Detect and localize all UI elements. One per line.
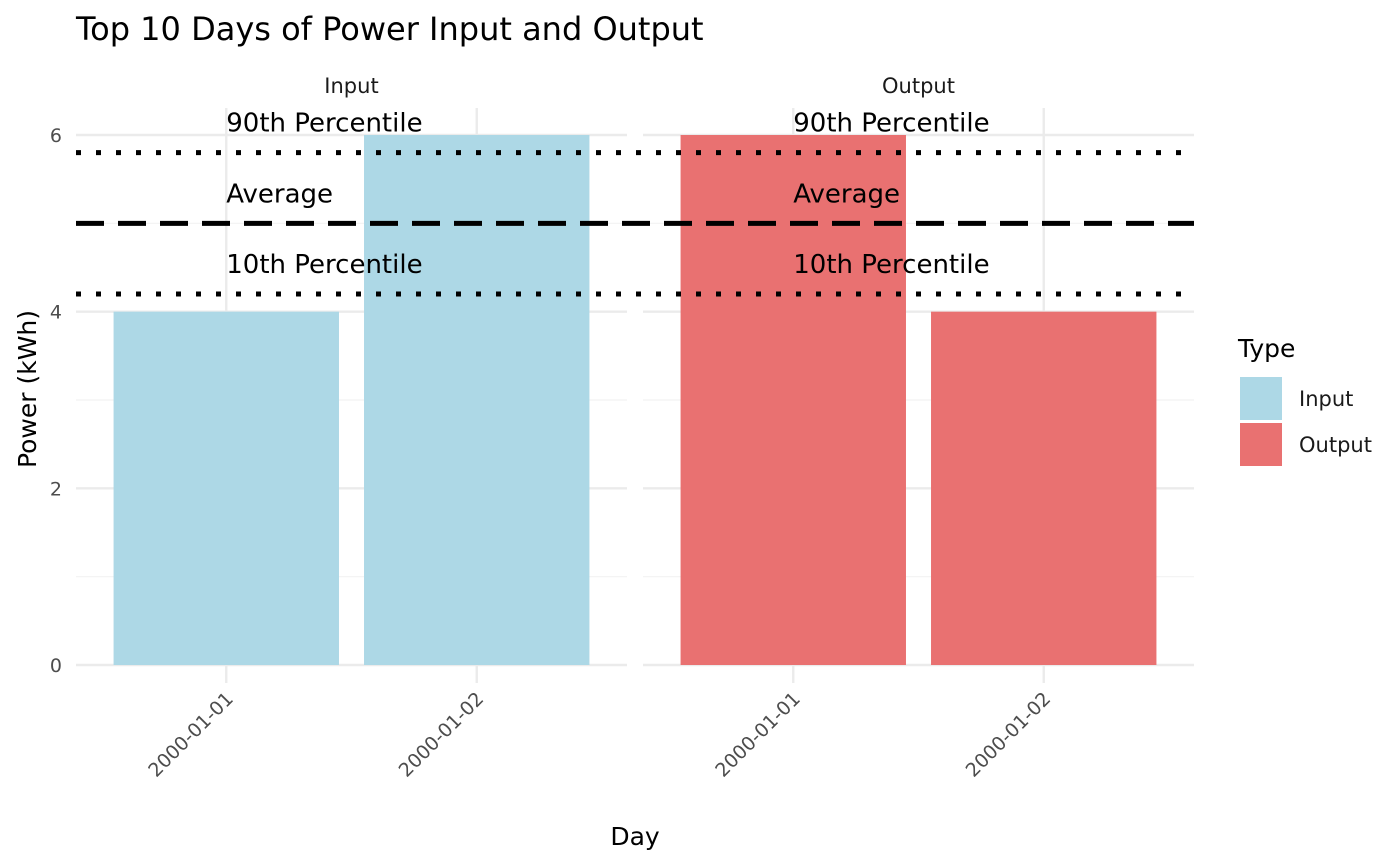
bar-input-2000-01-01 <box>113 311 339 665</box>
reference-line-label: 90th Percentile <box>793 109 989 139</box>
panel-output: Output 2000-01-01 2000-01-02 90th Percentil… <box>643 74 1194 782</box>
chart-title: Top 10 Days of Power Input and Output <box>75 10 704 48</box>
panel-input: Input 2000-01-01 2000-01-02 90th Percentile… <box>76 74 627 782</box>
x-tick-label: 2000-01-01 <box>144 688 238 782</box>
x-tick-label: 2000-01-02 <box>962 688 1056 782</box>
y-axis-ticks: 0 2 4 6 <box>50 125 62 677</box>
reference-lines <box>76 150 1194 297</box>
x-axis-title: Day <box>610 822 660 851</box>
reference-line-label: Average <box>226 179 333 209</box>
y-tick-label: 2 <box>50 478 62 500</box>
legend: Type Input Output <box>1237 334 1372 466</box>
x-tick-label: 2000-01-02 <box>395 688 489 782</box>
legend-label: Output <box>1299 433 1372 457</box>
x-tick-label: 2000-01-01 <box>711 688 805 782</box>
reference-line-label: 10th Percentile <box>226 250 422 280</box>
reference-line-label: Average <box>793 179 900 209</box>
legend-label: Input <box>1299 387 1353 411</box>
reference-line-label: 90th Percentile <box>226 109 422 139</box>
bar-output-2000-01-02 <box>931 311 1157 665</box>
y-tick-label: 0 <box>50 655 62 677</box>
reference-line-label: 10th Percentile <box>793 250 989 280</box>
y-tick-label: 4 <box>50 302 62 324</box>
bar-input-2000-01-02 <box>364 135 590 665</box>
legend-key-input <box>1240 377 1282 420</box>
chart-panels: Input 2000-01-01 2000-01-02 90th Percentile… <box>76 74 1194 782</box>
bar-output-2000-01-01 <box>680 135 906 665</box>
y-axis-title: Power (kWh) <box>13 310 42 468</box>
facet-label: Output <box>882 74 955 98</box>
facet-label: Input <box>324 74 378 98</box>
legend-title: Type <box>1237 334 1295 363</box>
legend-key-output <box>1240 423 1282 466</box>
y-tick-label: 6 <box>50 125 62 147</box>
